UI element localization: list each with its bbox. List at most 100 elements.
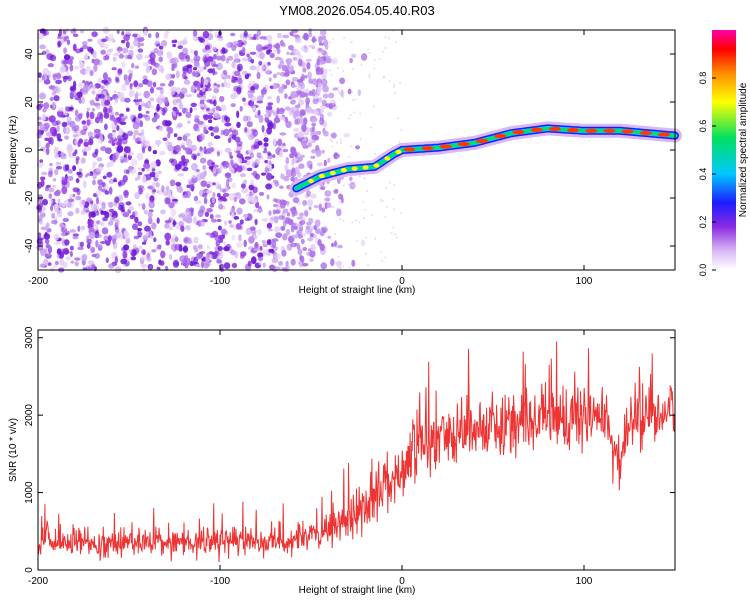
noise-blob — [69, 245, 74, 251]
noise-blob — [164, 232, 172, 241]
noise-blob — [245, 227, 252, 235]
noise-dot — [342, 265, 345, 268]
noise-blob — [155, 171, 160, 179]
noise-blob — [222, 192, 230, 197]
noise-blob — [125, 30, 132, 35]
noise-blob — [303, 44, 307, 49]
noise-blob — [142, 266, 146, 272]
noise-blob — [141, 203, 146, 211]
noise-dot — [339, 218, 341, 221]
noise-blob — [281, 249, 287, 257]
noise-blob — [285, 157, 290, 165]
noise-blob — [209, 214, 214, 220]
noise-blob — [90, 240, 94, 244]
noise-blob — [46, 53, 54, 61]
noise-blob — [223, 115, 228, 122]
noise-blob — [127, 54, 132, 60]
noise-blob — [123, 190, 129, 199]
noise-blob — [169, 90, 176, 95]
noise-blob — [42, 113, 46, 121]
noise-blob — [280, 225, 286, 231]
snr-x-label: Height of straight line (km) — [299, 585, 416, 596]
noise-blob — [72, 235, 79, 240]
noise-blob — [243, 239, 247, 248]
noise-blob — [334, 240, 337, 248]
noise-blob — [231, 212, 235, 219]
noise-blob — [174, 163, 182, 170]
noise-dot — [363, 217, 366, 219]
noise-blob — [167, 126, 174, 135]
noise-blob — [305, 97, 311, 105]
noise-blob — [43, 258, 49, 266]
noise-blob — [282, 148, 289, 153]
noise-blob — [316, 87, 322, 95]
noise-blob — [224, 147, 232, 153]
noise-blob — [324, 43, 329, 50]
noise-blob — [134, 92, 139, 100]
noise-blob — [140, 103, 148, 107]
noise-blob — [86, 111, 90, 119]
noise-blob — [215, 105, 221, 111]
noise-blob — [231, 134, 237, 140]
noise-blob — [205, 107, 210, 112]
snr-x-ticks: -200 -100 0 100 — [28, 330, 593, 587]
noise-dot — [332, 60, 335, 63]
noise-blob — [296, 172, 302, 178]
noise-blob — [186, 138, 193, 147]
noise-blob — [55, 189, 61, 195]
noise-blob — [214, 31, 218, 38]
noise-blob — [300, 238, 305, 245]
noise-blob — [102, 175, 107, 180]
noise-dot — [385, 186, 388, 189]
noise-blob — [125, 201, 132, 206]
noise-blob — [88, 136, 95, 140]
noise-blob — [173, 133, 178, 138]
noise-dot — [353, 111, 356, 114]
noise-blob — [164, 120, 172, 127]
noise-blob — [103, 112, 110, 119]
noise-blob — [272, 122, 276, 130]
noise-blob — [129, 249, 133, 254]
noise-blob — [230, 103, 236, 108]
noise-blob — [243, 30, 248, 37]
noise-blob — [92, 50, 97, 59]
noise-blob — [289, 31, 294, 36]
noise-blob — [61, 176, 66, 181]
noise-blob — [309, 249, 316, 258]
noise-dot — [330, 140, 333, 143]
noise-blob — [300, 255, 305, 263]
noise-blob — [302, 67, 307, 73]
x-tick-label: -200 — [28, 276, 48, 287]
noise-blob — [305, 227, 312, 235]
noise-blob — [42, 108, 47, 113]
noise-blob — [200, 180, 208, 187]
noise-blob — [163, 96, 169, 105]
noise-blob — [216, 151, 220, 157]
noise-blob — [159, 150, 166, 156]
noise-blob — [69, 120, 76, 128]
noise-blob — [310, 193, 317, 199]
noise-blob — [257, 256, 264, 261]
noise-dot — [393, 85, 395, 88]
spectrogram-x-ticks: -200 -100 0 100 — [28, 30, 593, 287]
noise-blob — [138, 98, 143, 103]
noise-dot — [370, 126, 373, 129]
noise-blob — [209, 203, 215, 208]
noise-blob — [80, 225, 86, 231]
noise-blob — [54, 153, 59, 159]
noise-blob — [74, 257, 81, 261]
noise-blob — [248, 184, 255, 191]
noise-blob — [207, 56, 214, 62]
noise-blob — [308, 217, 314, 224]
noise-blob — [45, 143, 50, 149]
noise-blob — [219, 164, 223, 172]
noise-blob — [44, 239, 50, 244]
noise-blob — [256, 208, 263, 213]
noise-blob — [72, 33, 79, 37]
noise-dot — [358, 221, 361, 224]
noise-blob — [151, 182, 157, 188]
noise-blob — [297, 234, 304, 239]
noise-blob — [147, 101, 152, 107]
noise-blob — [164, 219, 172, 224]
noise-blob — [72, 80, 77, 88]
